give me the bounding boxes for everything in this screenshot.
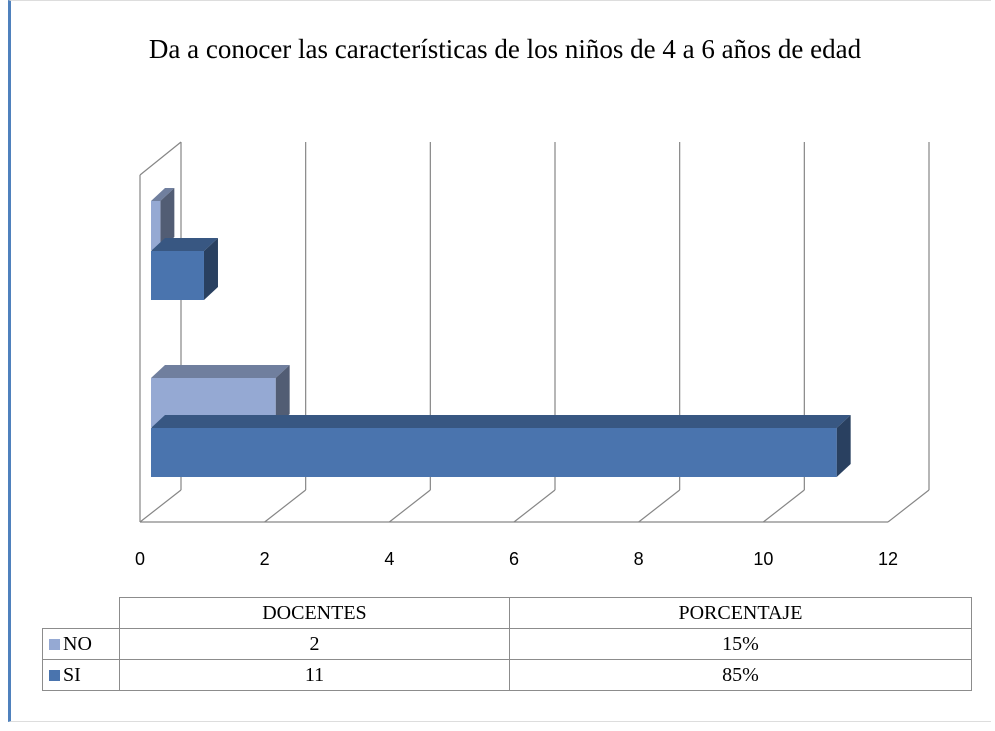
floor-grid-line [638,489,681,523]
header-cell: DOCENTES [119,597,510,629]
floor-grid-line [513,489,556,523]
data-table: DOCENTES PORCENTAJE NO 2 15% SI 11 85% [42,597,973,691]
bar [151,201,161,250]
x-tick-label: 10 [753,549,773,569]
floor-grid-line [264,489,307,523]
floor-grid-line [139,489,182,523]
bar-top [151,415,851,428]
x-tick-label: 8 [634,549,644,569]
legend-key [49,638,60,650]
table-row: NO 2 15% [42,628,973,660]
chart-frame [8,0,991,722]
x-tick-label: 0 [135,549,145,569]
x-tick-label: 6 [509,549,519,569]
bar [151,428,837,477]
chart-title: Da a conocer las características de los … [148,34,862,64]
table-header: DOCENTES PORCENTAJE [42,597,973,629]
x-tick-label: 12 [878,549,898,569]
value-cell: 11 [119,659,510,691]
value-cell: 15% [508,628,973,660]
bar-top [151,188,175,201]
wall-edge [139,141,182,176]
bar [151,251,204,300]
bar-side [275,365,290,427]
blank-cell [42,597,120,629]
bar-side [203,238,218,300]
header-cell: PORCENTAJE [508,597,973,629]
bar-top [151,365,290,378]
legend-cell: SI [42,659,120,691]
floor-grid-line [887,489,930,523]
bar-side [160,188,175,250]
legend-cell: NO [42,628,120,660]
x-tick-label: 4 [384,549,394,569]
x-tick-label: 2 [260,549,270,569]
value-cell: 85% [508,659,973,691]
table-row: SI 11 85% [42,659,973,691]
bar-side [836,415,851,477]
legend-label: SI [63,663,81,686]
bar-top [151,238,218,251]
value-cell: 2 [119,628,510,660]
floor-grid-line [388,489,431,523]
legend-label: NO [63,632,92,655]
legend-key [49,669,60,681]
floor-grid-line [762,489,805,523]
